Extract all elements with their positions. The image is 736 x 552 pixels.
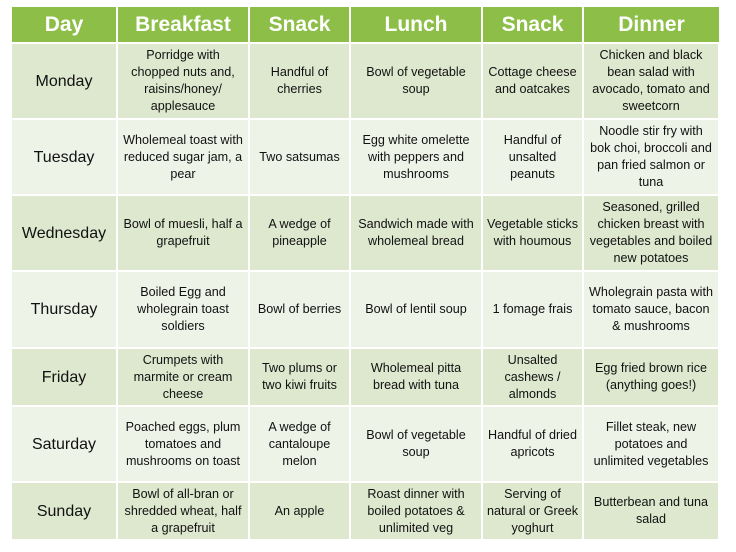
table-row: Thursday Boiled Egg and wholegrain toast… — [12, 271, 720, 349]
snack-cell: Two plums or two kiwi fruits — [249, 348, 351, 407]
snack-cell: Unsalted cashews / almonds — [482, 348, 584, 407]
snack-cell: Bowl of berries — [249, 271, 351, 349]
dinner-cell: Chicken and black bean salad with avocad… — [583, 43, 720, 120]
breakfast-cell: Boiled Egg and wholegrain toast soldiers — [117, 271, 250, 349]
dinner-cell: Wholegrain pasta with tomato sauce, baco… — [583, 271, 720, 349]
day-cell: Sunday — [12, 482, 118, 541]
breakfast-cell: Porridge with chopped nuts and, raisins/… — [117, 43, 250, 120]
breakfast-cell: Crumpets with marmite or cream cheese — [117, 348, 250, 407]
snack-cell: A wedge of pineapple — [249, 195, 351, 272]
dinner-cell: Fillet steak, new potatoes and unlimited… — [583, 406, 720, 483]
table-row: Wednesday Bowl of muesli, half a grapefr… — [12, 195, 720, 272]
breakfast-cell: Wholemeal toast with reduced sugar jam, … — [117, 119, 250, 196]
meal-plan-table: Day Breakfast Snack Lunch Snack Dinner M… — [12, 7, 720, 541]
lunch-cell: Bowl of vegetable soup — [350, 406, 483, 483]
dinner-cell: Egg fried brown rice (anything goes!) — [583, 348, 720, 407]
header-snack-afternoon: Snack — [482, 7, 584, 44]
snack-cell: Cottage cheese and oatcakes — [482, 43, 584, 120]
day-cell: Saturday — [12, 406, 118, 483]
snack-cell: Two satsumas — [249, 119, 351, 196]
lunch-cell: Sandwich made with wholemeal bread — [350, 195, 483, 272]
snack-cell: Vegetable sticks with houmous — [482, 195, 584, 272]
table-row: Tuesday Wholemeal toast with reduced sug… — [12, 119, 720, 196]
snack-cell: Handful of dried apricots — [482, 406, 584, 483]
day-cell: Monday — [12, 43, 118, 120]
snack-cell: Serving of natural or Greek yoghurt — [482, 482, 584, 541]
day-cell: Tuesday — [12, 119, 118, 196]
header-row: Day Breakfast Snack Lunch Snack Dinner — [12, 7, 719, 44]
header-day: Day — [12, 7, 118, 44]
table-row: Friday Crumpets with marmite or cream ch… — [12, 348, 720, 407]
table-row: Sunday Bowl of all-bran or shredded whea… — [12, 482, 720, 541]
dinner-cell: Seasoned, grilled chicken breast with ve… — [583, 195, 720, 272]
snack-cell: A wedge of cantaloupe melon — [249, 406, 351, 483]
breakfast-cell: Bowl of muesli, half a grapefruit — [117, 195, 250, 272]
header-snack-morning: Snack — [249, 7, 351, 44]
dinner-cell: Butterbean and tuna salad — [583, 482, 720, 541]
table-row: Monday Porridge with chopped nuts and, r… — [12, 43, 720, 120]
dinner-cell: Noodle stir fry with bok choi, broccoli … — [583, 119, 720, 196]
header-breakfast: Breakfast — [117, 7, 250, 44]
snack-cell: 1 fomage frais — [482, 271, 584, 349]
meal-plan: Day Breakfast Snack Lunch Snack Dinner M… — [12, 7, 720, 541]
breakfast-cell: Bowl of all-bran or shredded wheat, half… — [117, 482, 250, 541]
table-row: Saturday Poached eggs, plum tomatoes and… — [12, 406, 720, 483]
lunch-cell: Bowl of vegetable soup — [350, 43, 483, 120]
lunch-cell: Wholemeal pitta bread with tuna — [350, 348, 483, 407]
snack-cell: Handful of cherries — [249, 43, 351, 120]
lunch-cell: Roast dinner with boiled potatoes & unli… — [350, 482, 483, 541]
snack-cell: An apple — [249, 482, 351, 541]
header-lunch: Lunch — [350, 7, 483, 44]
lunch-cell: Egg white omelette with peppers and mush… — [350, 119, 483, 196]
lunch-cell: Bowl of lentil soup — [350, 271, 483, 349]
breakfast-cell: Poached eggs, plum tomatoes and mushroom… — [117, 406, 250, 483]
header-dinner: Dinner — [583, 7, 719, 44]
snack-cell: Handful of unsalted peanuts — [482, 119, 584, 196]
day-cell: Friday — [12, 348, 118, 407]
day-cell: Wednesday — [12, 195, 118, 272]
day-cell: Thursday — [12, 271, 118, 349]
